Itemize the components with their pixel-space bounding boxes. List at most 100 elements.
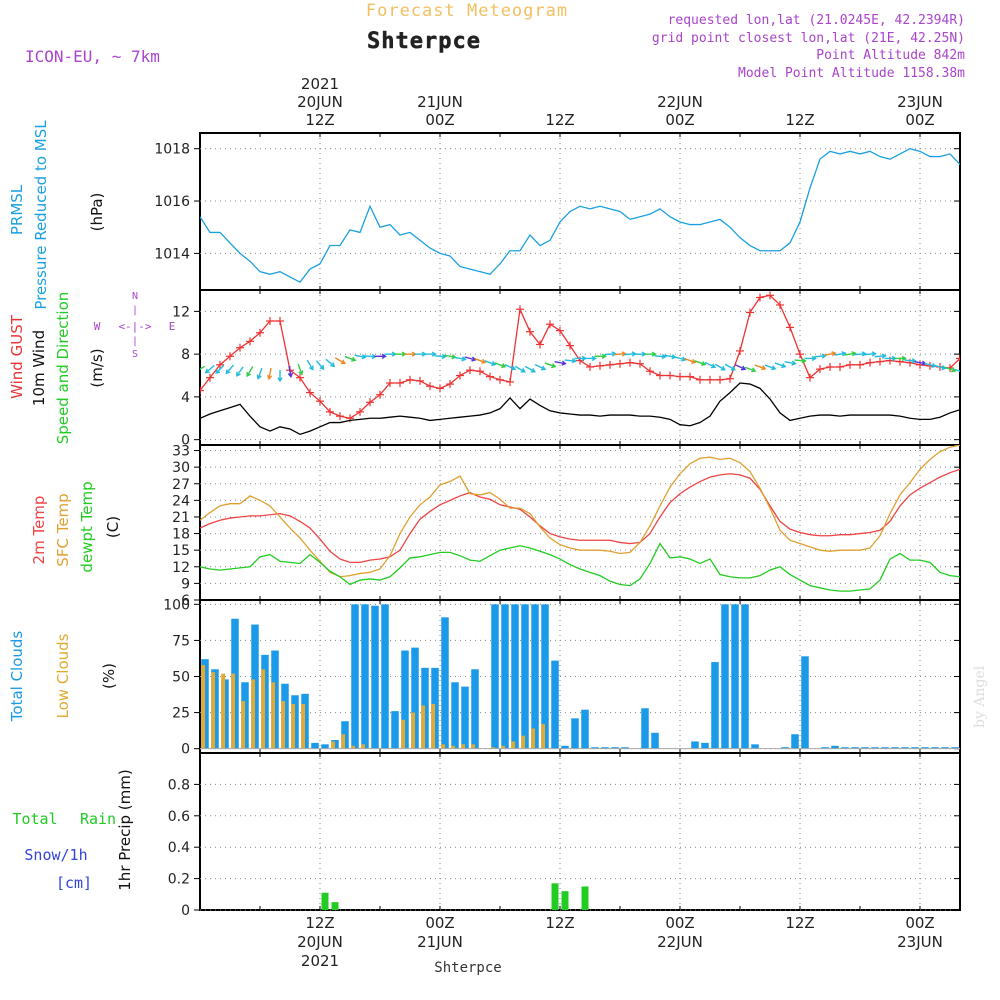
y-tick-label: 50 (172, 670, 190, 686)
low-cloud-bar (401, 719, 406, 749)
total-cloud-bar (641, 708, 649, 749)
gust-point (676, 372, 684, 381)
total-cloud-bar (831, 745, 839, 749)
compass-tick: | (132, 336, 138, 347)
gust-point (616, 359, 624, 368)
low-cloud-bar (241, 701, 246, 749)
total-cloud-bar (751, 744, 759, 749)
gust-point (296, 373, 304, 382)
top-time-label: 00Z (905, 111, 934, 129)
y-tick-label: 25 (172, 706, 190, 722)
model-label: ICON-EU, ~ 7km (25, 47, 160, 66)
bottom-time-label: 23JUN (897, 933, 943, 951)
total-cloud-bar (601, 747, 609, 749)
low-cloud-bar (251, 679, 256, 749)
total-cloud-bar (701, 742, 709, 749)
low-cloud-bar (201, 664, 206, 749)
gust-point (596, 361, 604, 370)
top-time-label: 00Z (665, 111, 694, 129)
wind-arrow (814, 353, 827, 359)
compass-rose: N | W <-|-> E | S (94, 291, 176, 360)
gust-point (746, 308, 754, 317)
total-cloud-bar (931, 747, 939, 749)
total-cloud-bar (411, 647, 419, 749)
gust-point (266, 317, 274, 325)
total-cloud-bar (871, 747, 879, 749)
bottom-time-label: 12Z (545, 914, 574, 932)
y-tick-label: 75 (172, 633, 190, 649)
series-line (200, 382, 960, 436)
wind-arrow (325, 358, 336, 368)
top-time-label: 00Z (425, 111, 454, 129)
low-cloud-bar (541, 724, 546, 749)
clouds-ylabel-low: Low Clouds (54, 633, 72, 718)
gust-point (396, 379, 404, 387)
top-time-label: 2021 (301, 75, 339, 93)
panel-frame (199, 752, 961, 911)
total-cloud-bar (841, 747, 849, 749)
total-cloud-bar (501, 604, 509, 749)
low-cloud-bar (411, 712, 416, 749)
gust-point (526, 327, 534, 336)
wind-arrow (954, 368, 960, 372)
gust-point (216, 360, 224, 369)
wind-arrow (225, 364, 235, 375)
gust-point (636, 359, 644, 368)
pressure-ylabel-unit: (hPa) (88, 193, 106, 232)
gust-point (206, 373, 214, 382)
total-cloud-bar (311, 742, 319, 749)
wind-arrow (297, 363, 304, 376)
top-time-label: 12Z (305, 111, 334, 129)
gust-point (436, 384, 444, 393)
gust-point (726, 374, 734, 383)
wind-arrow (424, 351, 437, 357)
gust-point (586, 362, 594, 371)
wind-arrow (594, 353, 607, 359)
gust-point (836, 362, 844, 371)
wind-arrow (354, 354, 367, 360)
y-tick-label: 30 (172, 460, 190, 476)
wind-arrow (584, 355, 597, 362)
low-cloud-bar (261, 669, 266, 749)
gust-point (446, 380, 454, 389)
y-tick-label: 8 (181, 347, 190, 363)
gust-point (856, 360, 864, 369)
wind-arrow (824, 351, 837, 357)
gust-point (316, 397, 324, 406)
total-cloud-bar (441, 617, 449, 749)
wind-arrow (944, 366, 957, 373)
gust-point (200, 386, 204, 395)
gust-point (556, 326, 564, 335)
rain-bar (331, 902, 339, 910)
gust-point (666, 371, 674, 380)
footer-station: Shterpce (434, 960, 501, 976)
wind-arrow (394, 351, 407, 357)
wind-arrow (554, 360, 567, 366)
plot-area (200, 445, 960, 592)
gust-point (496, 375, 504, 384)
y-tick-label: 12 (172, 560, 190, 576)
gust-point (536, 340, 544, 349)
low-cloud-bar (451, 745, 456, 749)
plot-area (200, 148, 960, 283)
gust-point (846, 360, 854, 369)
wind-arrow (764, 364, 777, 371)
bottom-time-label: 22JUN (657, 933, 703, 951)
pressure-ylabel-name: PRMSL (8, 184, 26, 235)
low-cloud-bar (341, 734, 346, 749)
total-cloud-bar (551, 660, 559, 749)
y-tick-label: 27 (172, 477, 190, 493)
low-cloud-bar (211, 672, 216, 749)
wind-arrow (246, 366, 254, 378)
total-cloud-bar (901, 747, 909, 749)
wind-arrow (564, 358, 577, 364)
y-tick-label: 0 (181, 742, 190, 758)
panel-frame (199, 289, 961, 446)
wind-arrow (374, 353, 387, 359)
wind-arrow (474, 358, 487, 364)
low-cloud-bar (361, 744, 366, 749)
wind-arrow (384, 351, 397, 357)
panel-wind: 0 4 8 12 (172, 289, 961, 449)
total-cloud-bar (801, 656, 809, 749)
